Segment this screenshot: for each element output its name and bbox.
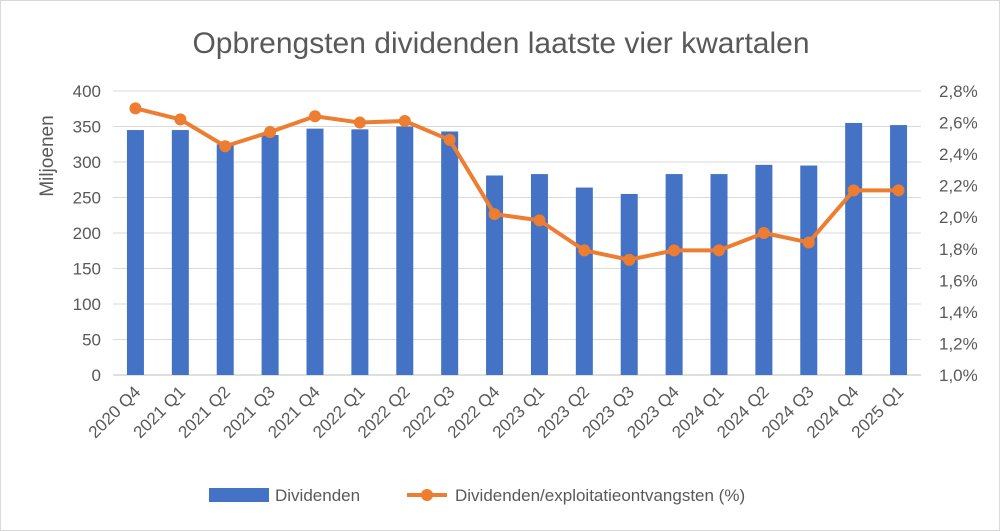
y2-tick-label: 1,8% bbox=[939, 240, 978, 259]
line-point bbox=[219, 140, 232, 153]
bar bbox=[890, 125, 908, 375]
y2-tick-label: 1,6% bbox=[939, 271, 978, 290]
line-point bbox=[847, 184, 860, 197]
bar bbox=[396, 126, 414, 375]
y-tick-label: 0 bbox=[92, 366, 101, 385]
y2-tick-label: 1,4% bbox=[939, 303, 978, 322]
line-point bbox=[309, 110, 321, 123]
legend-label-bars: Dividenden bbox=[275, 486, 360, 505]
line-point bbox=[353, 116, 366, 129]
y2-tick-label: 2,4% bbox=[939, 145, 978, 164]
line-point bbox=[533, 214, 546, 227]
line-point bbox=[757, 227, 770, 239]
line-series bbox=[129, 102, 905, 266]
bar bbox=[261, 135, 279, 375]
y-axis-label: Miljoenen bbox=[37, 115, 58, 196]
line-point bbox=[668, 244, 681, 257]
line-point bbox=[802, 236, 815, 249]
legend-label-line: Dividenden/exploitatieontvangsten (%) bbox=[455, 486, 745, 505]
line-point bbox=[174, 113, 187, 126]
y-tick-label: 300 bbox=[73, 153, 101, 172]
line-point bbox=[623, 253, 636, 266]
line-point bbox=[713, 244, 725, 257]
y-tick-label: 400 bbox=[73, 82, 101, 101]
y2-tick-label: 2,6% bbox=[939, 114, 978, 133]
gridlines bbox=[113, 90, 921, 376]
bar bbox=[665, 174, 683, 375]
line-path bbox=[134, 106, 899, 262]
y-tick-label: 250 bbox=[73, 189, 101, 208]
line-point bbox=[443, 133, 456, 146]
y2-tick-label: 2,2% bbox=[939, 177, 978, 196]
bar bbox=[845, 122, 863, 375]
bar bbox=[486, 175, 504, 375]
y2-tick-label: 2,8% bbox=[939, 82, 978, 101]
bar bbox=[171, 130, 189, 375]
y2-tick-label: 1,2% bbox=[939, 334, 978, 353]
line-point bbox=[264, 126, 277, 139]
line-point bbox=[578, 244, 591, 257]
bar bbox=[351, 129, 369, 375]
y2-tick-label: 1,0% bbox=[939, 366, 978, 385]
chart-title: Opbrengsten dividenden laatste vier kwar… bbox=[192, 27, 809, 60]
bar bbox=[710, 174, 728, 375]
bar bbox=[530, 174, 548, 375]
legend-swatch-marker bbox=[421, 489, 433, 501]
line-point bbox=[398, 114, 411, 127]
bar bbox=[575, 187, 593, 375]
y-tick-label: 150 bbox=[73, 260, 101, 279]
legend: Dividenden Dividenden/exploitatieontvangs… bbox=[209, 486, 745, 505]
y-tick-label: 350 bbox=[73, 118, 101, 137]
bar bbox=[306, 128, 324, 375]
y-tick-label: 200 bbox=[73, 224, 101, 243]
bar bbox=[126, 130, 144, 375]
line-point bbox=[129, 102, 142, 115]
bar bbox=[620, 193, 638, 375]
bar bbox=[441, 131, 459, 375]
line-point bbox=[892, 184, 905, 197]
legend-swatch-bars bbox=[209, 488, 269, 502]
bar bbox=[216, 144, 234, 375]
bar-series bbox=[126, 122, 908, 375]
y-tick-label: 50 bbox=[82, 331, 101, 350]
y2-tick-label: 2,0% bbox=[939, 208, 978, 227]
bar bbox=[755, 164, 773, 375]
line-point bbox=[488, 208, 501, 221]
y-tick-label: 100 bbox=[73, 295, 101, 314]
bar bbox=[800, 165, 818, 375]
